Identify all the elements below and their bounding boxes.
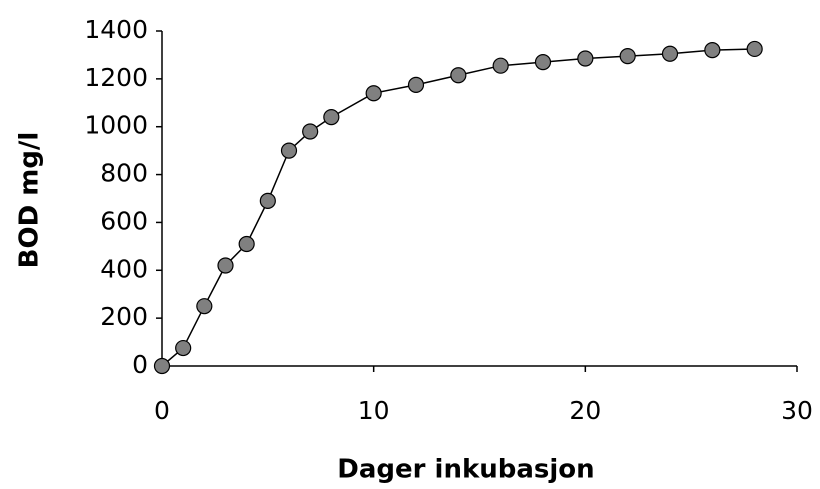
marker bbox=[153, 357, 171, 375]
marker bbox=[746, 40, 763, 58]
marker bbox=[407, 76, 425, 93]
marker bbox=[365, 85, 382, 102]
marker bbox=[450, 67, 467, 84]
marker bbox=[323, 109, 340, 126]
marker bbox=[175, 339, 192, 357]
marker bbox=[280, 142, 298, 159]
marker bbox=[619, 48, 636, 65]
y-tick-label: 0 bbox=[132, 350, 148, 379]
x-tick-label: 10 bbox=[358, 396, 390, 425]
marker bbox=[217, 257, 234, 274]
marker bbox=[534, 54, 552, 71]
x-tick-label: 20 bbox=[569, 396, 601, 425]
y-tick-label: 600 bbox=[100, 206, 148, 235]
marker bbox=[259, 192, 276, 209]
marker bbox=[196, 298, 213, 315]
y-tick-label: 200 bbox=[100, 302, 148, 331]
marker bbox=[238, 235, 255, 253]
marker bbox=[302, 123, 319, 140]
y-axis-label: BOD mg/l bbox=[15, 132, 45, 269]
marker bbox=[492, 57, 509, 74]
x-tick-label: 0 bbox=[154, 396, 170, 425]
marker bbox=[661, 45, 679, 62]
y-tick-label: 1000 bbox=[84, 111, 148, 140]
y-tick-label: 1400 bbox=[84, 15, 148, 44]
y-tick-label: 1200 bbox=[84, 63, 148, 92]
x-tick-label: 30 bbox=[781, 396, 813, 425]
marker bbox=[704, 42, 721, 59]
y-tick-label: 400 bbox=[100, 254, 148, 283]
marker bbox=[577, 50, 594, 67]
line bbox=[161, 48, 755, 367]
x-axis-label: Dager inkubasjon bbox=[337, 455, 594, 485]
y-tick-label: 800 bbox=[100, 159, 148, 188]
